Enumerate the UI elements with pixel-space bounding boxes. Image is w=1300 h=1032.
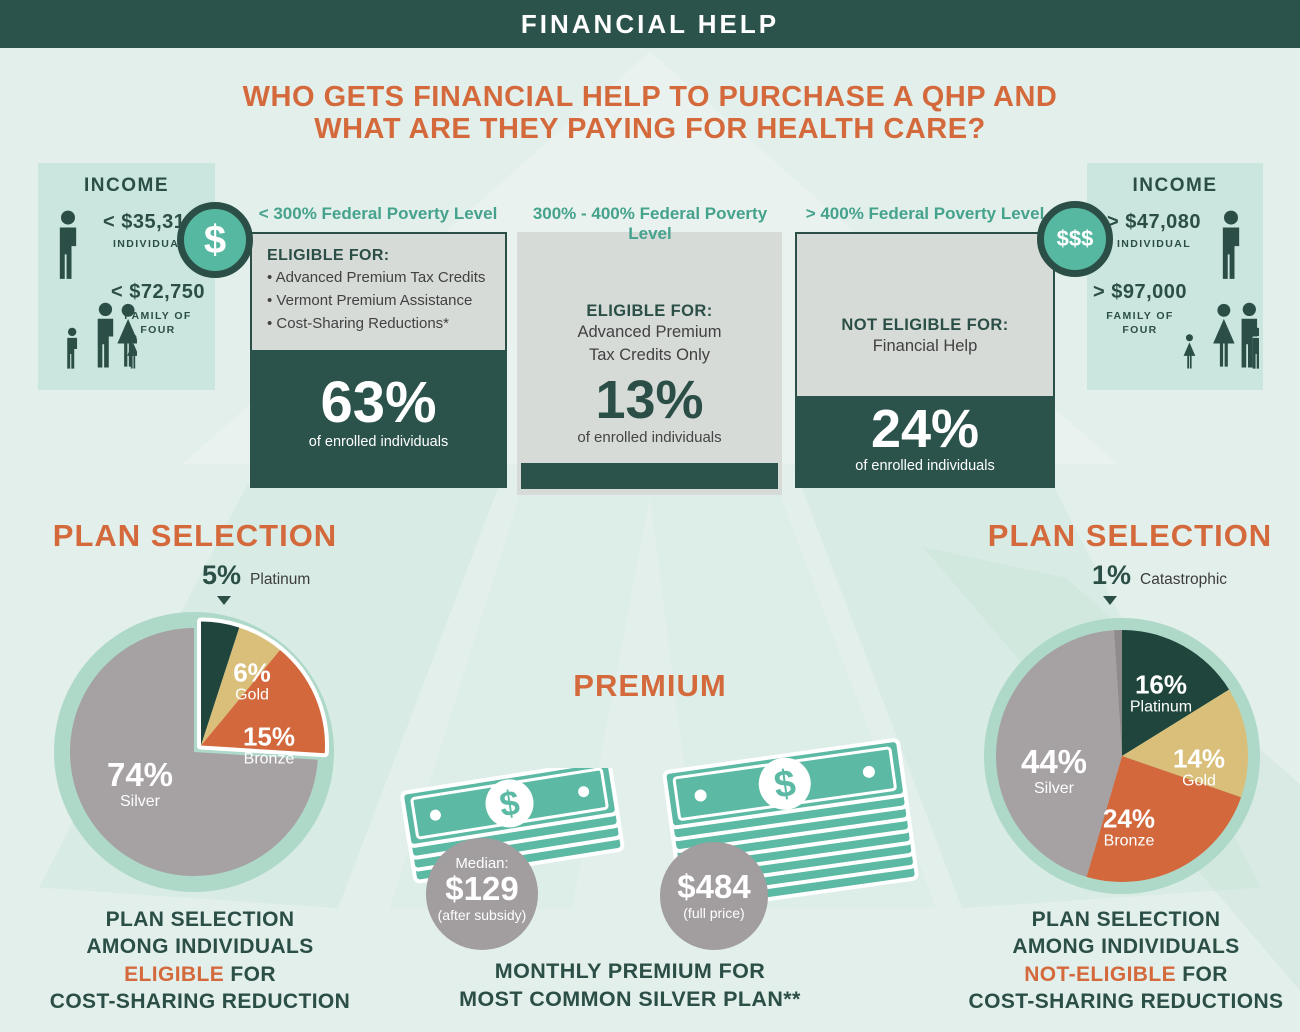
- family-label-1: FAMILY OF: [124, 310, 192, 322]
- fpl-header-under-300: < 300% Federal Poverty Level: [258, 204, 498, 223]
- panel-top: ELIGIBLE FOR: • Advanced Premium Tax Cre…: [252, 234, 505, 365]
- family-amount: < $72,750: [110, 281, 206, 303]
- eligibility-panel-under-300: ELIGIBLE FOR: • Advanced Premium Tax Cre…: [250, 232, 507, 488]
- panel-body-1: Advanced Premium: [577, 323, 722, 341]
- family-label-1: FAMILY OF: [1106, 310, 1174, 322]
- banner-title: FINANCIAL HELP: [0, 0, 1300, 48]
- panel-title: NOT ELIGIBLE FOR:: [841, 316, 1009, 334]
- price-line2: (after subsidy): [437, 906, 527, 923]
- panel-stat: 24% of enrolled individuals: [795, 396, 1055, 488]
- page-title-line1: WHO GETS FINANCIAL HELP TO PURCHASE A QH…: [242, 81, 1058, 113]
- callout-label: Catastrophic: [1140, 571, 1228, 588]
- family-amount: > $97,000: [1092, 281, 1188, 303]
- panel-bottom-bar: [521, 463, 778, 489]
- enrolled-caption: of enrolled individuals: [855, 458, 995, 474]
- caption-line: COST-SHARING REDUCTION: [49, 989, 351, 1013]
- pie-chart-eligible-csr: 6% Gold 15% Bronze 74% Silver: [40, 602, 348, 898]
- plan-selection-right-title: PLAN SELECTION: [987, 518, 1273, 553]
- premium-caption: MONTHLY PREMIUM FOR MOST COMMON SILVER P…: [440, 958, 820, 1014]
- callout-catastrophic: 1% Catastrophic: [1092, 560, 1228, 605]
- premium-caption-line1: MONTHLY PREMIUM FOR: [494, 959, 766, 983]
- eligibility-item: • Vermont Premium Assistance: [267, 292, 473, 309]
- family-icon: [1165, 291, 1259, 379]
- premium-caption-line2: MOST COMMON SILVER PLAN**: [459, 986, 801, 1011]
- pie-chart-not-eligible-csr: 16% Platinum 14% Gold 24% Bronze 44% Sil…: [968, 606, 1276, 902]
- panel-top: NOT ELIGIBLE FOR: Financial Help: [797, 234, 1053, 398]
- arrow-down-icon: [1103, 596, 1117, 605]
- caption-line: NOT-ELIGIBLE FOR: [1024, 962, 1228, 986]
- family-label-2: FOUR: [140, 324, 176, 336]
- income-right-individual: > $47,080 INDIVIDUAL: [1095, 211, 1213, 250]
- slice-label-bronze: 24% Bronze: [1102, 803, 1156, 850]
- panel-title: ELIGIBLE FOR:: [267, 247, 390, 264]
- eligibility-panel-over-400: NOT ELIGIBLE FOR: Financial Help 24% of …: [795, 232, 1055, 488]
- slice-label-silver: 44% Silver: [1020, 742, 1088, 797]
- caption-eligible-csr: PLAN SELECTION AMONG INDIVIDUALS ELIGIBL…: [40, 906, 360, 1015]
- individual-amount: > $47,080: [1106, 211, 1202, 233]
- slice-label-platinum: 16% Platinum: [1129, 669, 1193, 716]
- page-title: WHO GETS FINANCIAL HELP TO PURCHASE A QH…: [150, 81, 1150, 146]
- price-circle-subsidized: Median: $129 (after subsidy): [426, 838, 538, 950]
- income-box-right: INCOME > $47,080 INDIVIDUAL > $97,000 FA…: [1087, 163, 1263, 390]
- enrolled-pct: 13%: [595, 370, 704, 430]
- panel-title: ELIGIBLE FOR:: [586, 302, 713, 320]
- slice-label-gold: 14% Gold: [1172, 743, 1226, 790]
- income-box-left: INCOME < $35,310 INDIVIDUAL < $72,750 FA…: [38, 163, 215, 390]
- eligibility-item: • Cost-Sharing Reductions*: [267, 315, 450, 332]
- income-left-individual: < $35,310 INDIVIDUAL: [90, 211, 210, 250]
- caption-line: PLAN SELECTION: [105, 908, 295, 931]
- individual-amount: < $35,310: [102, 211, 198, 233]
- caption-line: AMONG INDIVIDUALS: [86, 935, 314, 959]
- enrolled-caption: of enrolled individuals: [308, 434, 449, 450]
- enrolled-caption: of enrolled individuals: [577, 429, 722, 446]
- individual-label: INDIVIDUAL: [1116, 238, 1192, 250]
- slice-label-gold: 6% Gold: [233, 657, 271, 704]
- page-title-line2: WHAT ARE THEY PAYING FOR HEALTH CARE?: [314, 112, 986, 145]
- dollars-badge-icon: $$$: [1037, 201, 1113, 277]
- individual-label: INDIVIDUAL: [112, 238, 188, 250]
- caption-line: AMONG INDIVIDUALS: [1012, 935, 1240, 959]
- dollar-badge-icon: $: [177, 202, 253, 278]
- enrolled-pct: 63%: [320, 370, 437, 435]
- callout-pct: 5%: [202, 560, 242, 590]
- slice-label-silver: 74% Silver: [106, 755, 174, 810]
- caption-line: COST-SHARING REDUCTIONS: [968, 989, 1284, 1013]
- pie-svg: [984, 618, 1260, 894]
- enrolled-pct: 24%: [870, 399, 980, 459]
- eligibility-panel-300-400: ELIGIBLE FOR: Advanced Premium Tax Credi…: [517, 232, 782, 495]
- family-label-2: FOUR: [1122, 324, 1158, 336]
- panel-body-1: Financial Help: [872, 337, 978, 355]
- price-circle-full: $484 (full price): [660, 842, 768, 950]
- income-right-title: INCOME: [1132, 175, 1218, 196]
- panel-body-2: Tax Credits Only: [588, 346, 711, 364]
- income-right-family: > $97,000 FAMILY OF FOUR: [1087, 281, 1193, 336]
- income-left-family: < $72,750 FAMILY OF FOUR: [104, 281, 212, 336]
- eligibility-item: • Advanced Premium Tax Credits: [267, 269, 486, 286]
- individual-person-icon: [1217, 203, 1245, 287]
- individual-person-icon: [54, 203, 82, 287]
- callout-platinum: 5% Platinum: [202, 560, 311, 605]
- arrow-down-icon: [217, 596, 231, 605]
- slice-label-bronze: 15% Bronze: [242, 721, 296, 768]
- callout-pct: 1%: [1092, 560, 1132, 590]
- price-line2: (full price): [683, 904, 745, 921]
- panel-stat: 63% of enrolled individuals: [250, 350, 507, 488]
- income-left-title: INCOME: [84, 175, 169, 196]
- callout-label: Platinum: [250, 571, 311, 588]
- price-amount: $484: [677, 868, 751, 905]
- premium-title: PREMIUM: [573, 668, 727, 703]
- pie-svg: [54, 612, 334, 892]
- price-amount: $129: [445, 870, 519, 907]
- caption-line: PLAN SELECTION: [1031, 908, 1221, 931]
- plan-selection-left-title: PLAN SELECTION: [52, 518, 338, 553]
- fpl-header-over-400: > 400% Federal Poverty Level: [805, 204, 1045, 223]
- caption-line: ELIGIBLE FOR: [124, 962, 276, 986]
- fpl-header-300-400: 300% - 400% Federal Poverty Level: [532, 204, 768, 243]
- caption-not-eligible-csr: PLAN SELECTION AMONG INDIVIDUALS NOT-ELI…: [955, 906, 1297, 1015]
